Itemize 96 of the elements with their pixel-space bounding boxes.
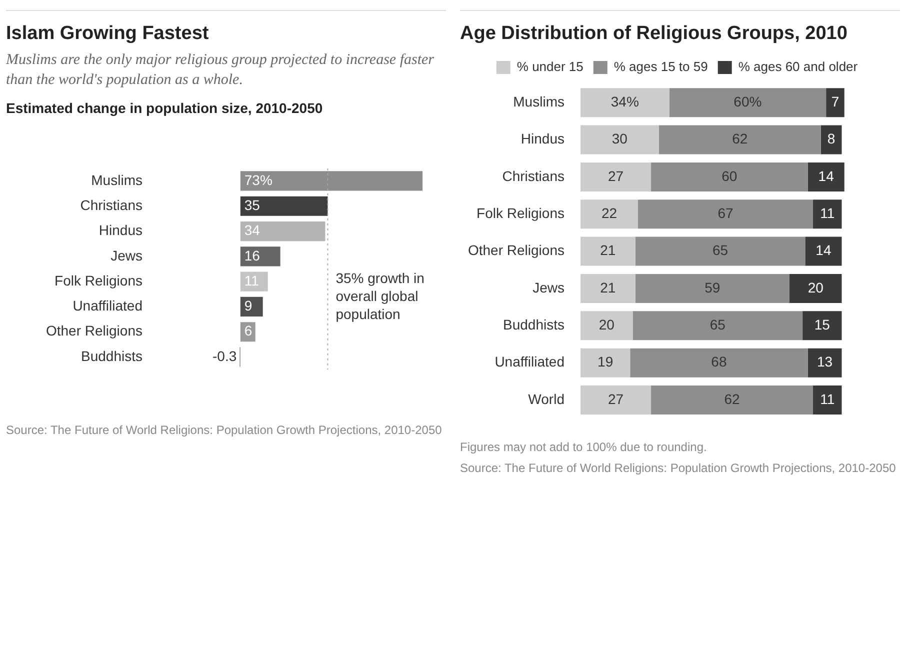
data-label: 34%	[610, 93, 639, 110]
data-label: 62	[732, 130, 748, 147]
bar	[820, 125, 842, 154]
bar	[240, 171, 423, 191]
data-label: 20	[598, 316, 615, 333]
bar	[651, 386, 814, 415]
bar	[580, 200, 638, 229]
data-label: 27	[608, 168, 624, 184]
legend-label: % ages 60 and older	[738, 59, 858, 74]
bar	[826, 88, 844, 118]
data-label: 22	[601, 204, 618, 221]
bar	[240, 196, 328, 216]
bar	[580, 274, 636, 303]
bar	[240, 221, 326, 242]
bar	[813, 200, 842, 229]
data-label: 13	[816, 354, 833, 370]
bar	[669, 88, 826, 118]
bar	[240, 272, 268, 292]
data-label: 62	[724, 390, 740, 407]
data-label: 9	[244, 298, 252, 314]
data-label: 16	[244, 247, 260, 264]
legend-label: % under 15	[516, 59, 584, 74]
y-tick-label: Other Religions	[468, 242, 564, 258]
y-tick-label: Hindus	[98, 222, 142, 238]
data-label: 35	[244, 196, 260, 213]
legend-label: % ages 15 to 59	[614, 59, 708, 74]
bar	[789, 274, 842, 303]
data-label: 7	[831, 93, 840, 110]
data-label: 34	[244, 222, 260, 238]
bar	[635, 236, 806, 266]
text: Figures may not add to 100% due to rounding.	[460, 439, 708, 456]
data-label: 14	[818, 168, 834, 184]
data-label: 60	[722, 168, 738, 184]
y-tick-label: Unaffiliated	[494, 354, 564, 370]
bar	[580, 88, 670, 118]
y-tick-label: Christians	[502, 168, 564, 184]
x-axis-title: Estimated change in population size, 2010-2050	[6, 100, 324, 116]
data-label: 20	[808, 279, 824, 296]
y-tick-label: Folk Religions	[476, 204, 564, 221]
bar	[658, 125, 821, 154]
y-tick-label: Unaffiliated	[72, 298, 142, 314]
y-tick-label: Muslims	[513, 93, 564, 110]
data-label: 11	[244, 272, 260, 288]
chart-title: Age Distribution of Religious Groups, 2010	[460, 23, 848, 45]
data-label: 30	[612, 130, 628, 147]
data-label: 11	[820, 204, 835, 221]
y-tick-label: Folk Religions	[54, 272, 142, 288]
source-note: Source: The Future of World Religions: Population Growth Projections, 2010-2050	[460, 460, 897, 477]
data-label: 11	[820, 390, 835, 407]
data-label: 21	[600, 242, 616, 258]
y-tick-label: Muslims	[91, 172, 142, 188]
y-tick-label: Buddhists	[503, 316, 564, 333]
y-tick-label: Other Religions	[46, 322, 142, 339]
data-label: 6	[244, 322, 252, 339]
bar	[580, 311, 633, 340]
bar	[580, 236, 636, 266]
source-note: Source: The Future of World Religions: Population Growth Projections, 2010-2050	[6, 422, 443, 439]
bar	[651, 162, 808, 192]
data-label: 65	[710, 316, 726, 333]
data-label: 60%	[734, 93, 762, 110]
bar	[638, 200, 814, 229]
y-tick-label: World	[528, 390, 564, 407]
data-label: 59	[704, 279, 720, 296]
chart-subtitle: Muslims are the only major religious group projected to increase faster than the world's population as a whole.	[6, 51, 436, 90]
data-label: 8	[827, 130, 836, 147]
data-label: 19	[598, 354, 614, 370]
data-label: 27	[608, 390, 624, 407]
bar	[240, 246, 280, 266]
data-label: 73%	[244, 172, 272, 188]
bar	[240, 296, 263, 317]
data-label: 14	[816, 242, 832, 258]
ref-line-label: 35% growth in overall global population	[336, 270, 424, 322]
data-label: 68	[711, 354, 727, 370]
chart-title: Islam Growing Fastest	[6, 23, 210, 45]
bar	[808, 348, 842, 378]
bar	[808, 162, 844, 192]
data-label: -0.3	[212, 348, 237, 364]
y-tick-label: Buddhists	[81, 348, 142, 364]
bar	[580, 125, 659, 154]
bar	[805, 236, 842, 266]
bar	[580, 348, 630, 378]
bar	[635, 274, 790, 303]
data-label: 65	[712, 242, 728, 258]
bar	[802, 311, 842, 340]
y-tick-label: Hindus	[520, 130, 564, 147]
bar	[632, 311, 803, 340]
y-tick-label: Jews	[110, 247, 142, 264]
bar	[813, 386, 842, 415]
bar	[630, 348, 808, 378]
y-tick-label: Christians	[80, 196, 142, 213]
bar	[580, 162, 652, 192]
y-tick-label: Jews	[532, 279, 564, 296]
data-label: 21	[600, 279, 616, 296]
bar	[580, 386, 652, 415]
data-label: 67	[718, 204, 734, 221]
data-label: 15	[814, 316, 830, 333]
